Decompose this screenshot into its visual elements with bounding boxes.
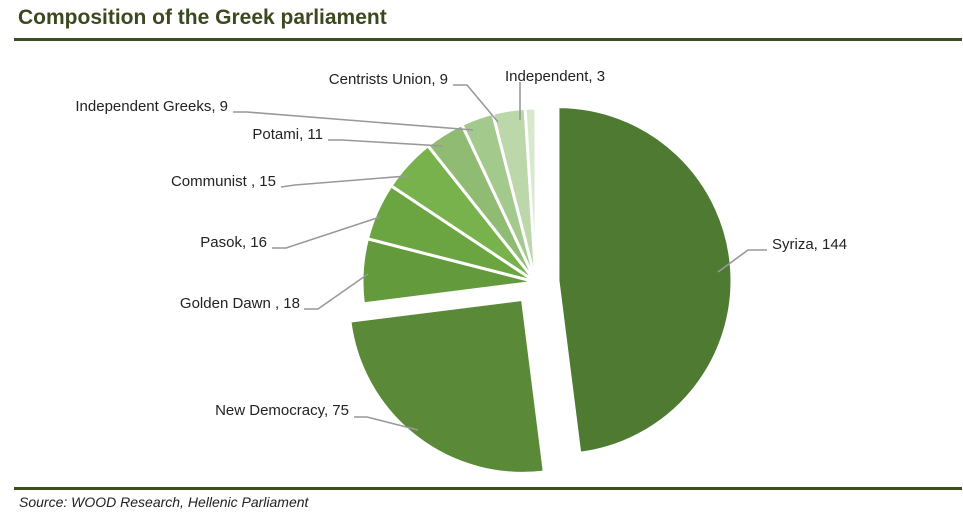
leader-line-potami [328,139,444,147]
title-divider [14,38,962,41]
data-label-centrists-union: Centrists Union, 9 [329,71,448,88]
data-label-syriza: Syriza, 144 [772,236,847,253]
data-label-independent-greeks: Independent Greeks, 9 [75,98,228,115]
pie-slice-new-democracy [348,297,546,475]
leader-line-syriza [717,249,767,273]
leader-line-golden-dawn [304,273,369,310]
pie-slice-independent [523,106,538,284]
data-label-independent: Independent, 3 [505,68,605,85]
chart-title: Composition of the Greek parliament [18,6,387,29]
leader-line-new-democracy [354,416,419,431]
pie-slice-syriza [556,105,734,455]
leader-line-independent-greeks [233,111,474,131]
leader-line-pasok [272,216,381,249]
data-label-golden-dawn: Golden Dawn , 18 [180,295,300,312]
footer-divider [14,487,962,490]
leader-line-centrists-union [453,84,499,123]
data-label-communist: Communist , 15 [171,173,276,190]
data-label-new-democracy: New Democracy, 75 [215,402,349,419]
source-note: Source: WOOD Research, Hellenic Parliame… [19,494,309,510]
data-label-potami: Potami, 11 [252,126,323,143]
leader-line-communist [280,175,408,188]
data-label-pasok: Pasok, 16 [200,234,267,251]
